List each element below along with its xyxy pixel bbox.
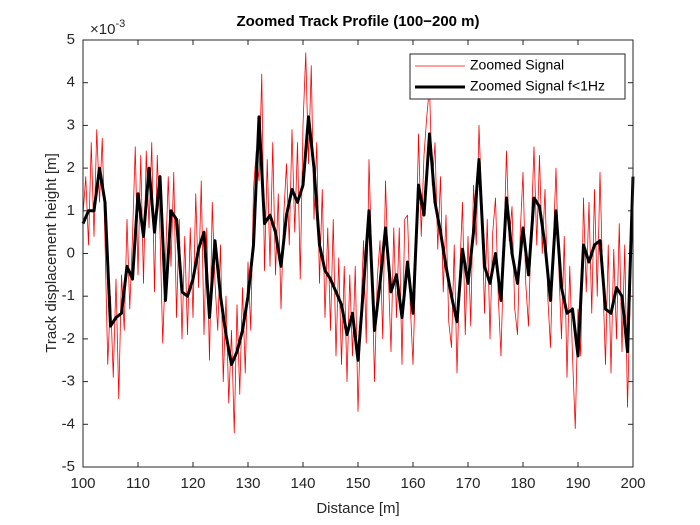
legend-label: Zoomed Signal f<1Hz <box>470 78 605 94</box>
x-tick-label: 100 <box>70 475 95 492</box>
y-tick-label: -3 <box>62 373 75 390</box>
y-tick-label: 0 <box>67 244 75 261</box>
y-exponent-base: ×10 <box>90 21 115 38</box>
y-tick-label: 2 <box>67 159 75 176</box>
y-exponent-power: -3 <box>115 18 125 30</box>
x-tick-label: 200 <box>620 475 645 492</box>
legend-label: Zoomed Signal <box>470 57 564 73</box>
y-tick-label: -1 <box>62 287 75 304</box>
y-tick-label: 3 <box>67 116 75 133</box>
x-tick-label: 130 <box>235 475 260 492</box>
x-tick-label: 150 <box>345 475 370 492</box>
y-exponent: ×10-3 <box>90 18 125 38</box>
y-tick-label: 4 <box>67 74 75 91</box>
legend-box <box>409 53 626 100</box>
x-tick-label: 120 <box>180 475 205 492</box>
x-tick-label: 110 <box>126 475 150 492</box>
x-tick-label: 170 <box>455 475 480 492</box>
y-tick-label: 1 <box>67 202 75 219</box>
plot-frame <box>82 39 634 468</box>
x-tick-label: 190 <box>565 475 590 492</box>
chart-title: Zoomed Track Profile (100−200 m) <box>236 13 479 30</box>
x-axis-label: Distance [m] <box>316 500 399 517</box>
series-line <box>81 115 635 367</box>
y-tick-label: -2 <box>62 330 75 347</box>
y-axis-label: Track displacement height [m] <box>43 153 60 353</box>
y-tick-label: -4 <box>62 415 75 432</box>
x-tick-label: 140 <box>290 475 315 492</box>
y-tick-label: 5 <box>67 31 75 48</box>
y-tick-label: -5 <box>62 458 75 475</box>
x-tick-label: 180 <box>510 475 535 492</box>
x-tick-label: 160 <box>400 475 425 492</box>
